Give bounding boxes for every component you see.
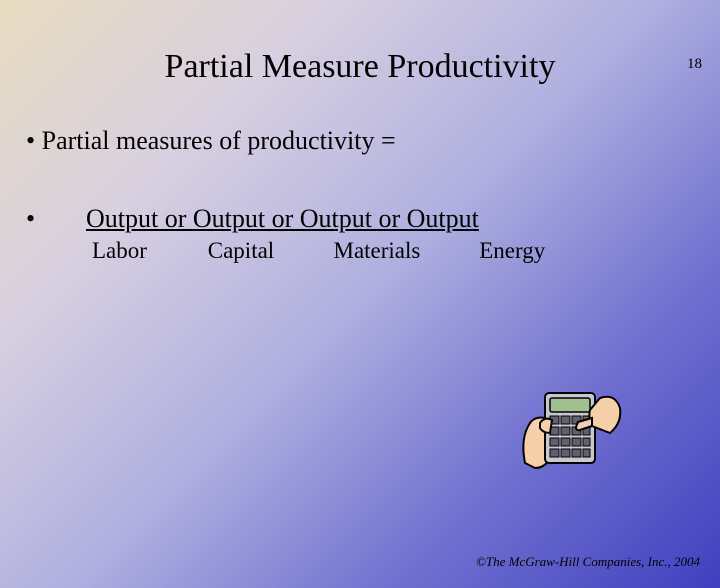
- ratio-labor: Labor: [92, 238, 202, 264]
- bullet-partial-measures: • Partial measures of productivity =: [26, 126, 720, 156]
- ratio-energy: Energy: [479, 238, 545, 264]
- slide-title: Partial Measure Productivity: [0, 48, 720, 86]
- copyright: ©The McGraw-Hill Companies, Inc., 2004: [476, 554, 700, 570]
- ratio-numerator: Output or Output or Output or Output: [86, 204, 545, 234]
- ratio-block: Output or Output or Output or Output Lab…: [86, 204, 545, 264]
- ratio-materials: Materials: [334, 238, 474, 264]
- slide-number: 18: [687, 56, 702, 73]
- ratio-capital: Capital: [208, 238, 328, 264]
- ratio-denominator: Labor Capital Materials Energy: [92, 238, 545, 264]
- bullet-ratios: • Output or Output or Output or Output L…: [26, 204, 720, 264]
- calculator-clipart: [510, 368, 630, 488]
- bullet-marker: •: [26, 204, 86, 234]
